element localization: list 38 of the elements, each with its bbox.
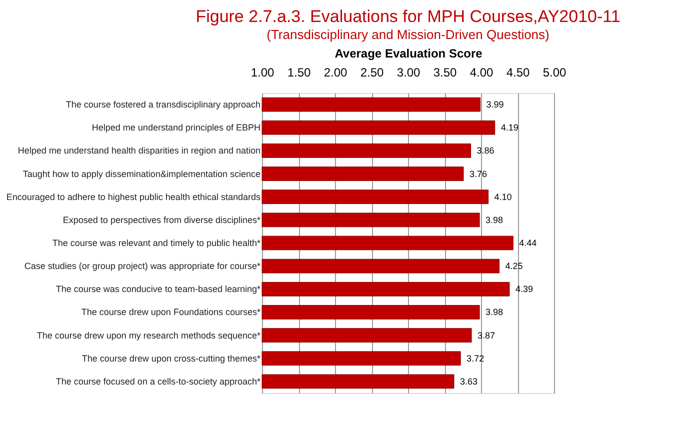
x-tick-label: 2.00	[324, 66, 348, 80]
y-tick-label: Helped me understand principles of EBPH	[92, 122, 260, 133]
data-label: 4.10	[494, 192, 512, 202]
y-tick-label: Exposed to perspectives from diverse disciplines*	[62, 214, 261, 225]
data-label: 4.39	[515, 284, 533, 294]
data-label: 4.19	[500, 122, 518, 133]
y-tick-label: Case studies (or group project) was appropriate for course*	[24, 261, 261, 272]
data-label: 3.99	[486, 100, 504, 110]
data-label: 3.98	[486, 214, 504, 225]
x-tick-label: 3.00	[396, 66, 420, 80]
y-tick-label: The course was relevant and timely to public health*	[52, 238, 261, 248]
y-tick-label: The course drew upon cross-cutting themes*	[82, 353, 261, 364]
y-tick-label: The course was conducive to team-based learning*	[56, 284, 261, 294]
x-tick-label: 1.50	[287, 66, 311, 80]
data-label: 3.87	[478, 330, 496, 340]
y-tick-label: Helped me understand health disparities in region and nation	[18, 146, 260, 156]
data-label: 3.72	[466, 353, 484, 364]
data-label: 3.98	[486, 307, 504, 318]
x-axis-title: Average Evaluation Score	[334, 46, 483, 60]
chart-subtitle: (Transdisciplinary and Mission-Driven Questions)	[266, 27, 550, 42]
y-tick-label: The course fostered a transdisciplinary approach	[66, 100, 260, 110]
data-label: 3.86	[476, 146, 494, 156]
y-tick-label: The course drew upon my research methods sequence*	[36, 330, 261, 340]
x-tick-label: 4.00	[470, 66, 494, 80]
x-tick-label: 4.50	[506, 66, 530, 80]
x-tick-label: 3.50	[433, 66, 457, 80]
x-tick-label: 5.00	[542, 66, 566, 80]
y-tick-label: The course drew upon Foundations courses*	[81, 307, 261, 318]
chart-title: Figure 2.7.a.3. Evaluations for MPH Courses,AY2010-11	[196, 7, 620, 26]
y-tick-label: Encouraged to adhere to highest public health ethical standards	[6, 192, 261, 202]
data-label: 4.25	[505, 261, 523, 272]
x-tick-label: 1.00	[250, 66, 274, 80]
y-tick-label: Taught how to apply dissemination&implementation science	[22, 168, 260, 179]
y-tick-label: The course focused on a cells-to-society approach*	[56, 376, 261, 386]
data-label: 4.44	[519, 238, 537, 248]
data-label: 3.76	[469, 168, 488, 179]
x-tick-label: 2.50	[360, 66, 384, 80]
data-label: 3.63	[460, 376, 478, 386]
